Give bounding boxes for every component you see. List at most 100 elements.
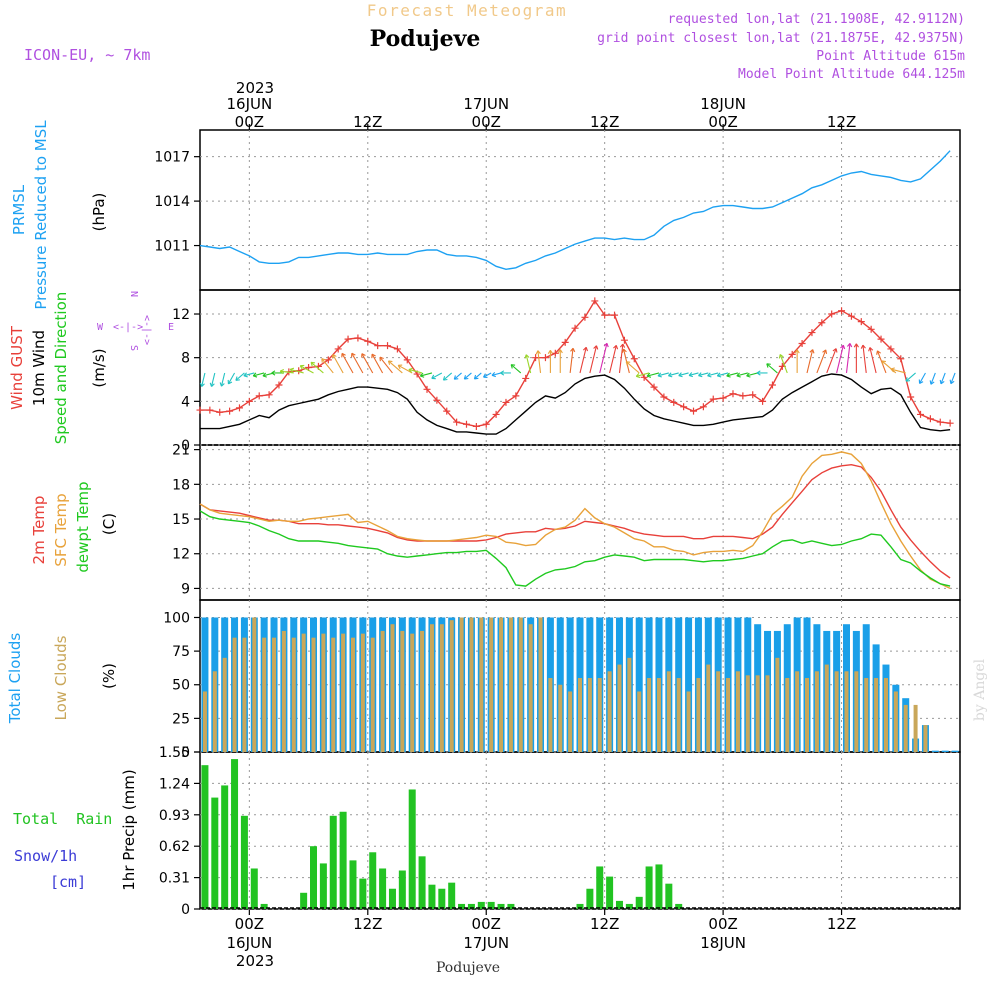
- low-cloud-bar: [321, 633, 326, 752]
- rain-bar: [359, 878, 367, 909]
- rain-bar: [596, 866, 604, 909]
- low-cloud-bar: [449, 620, 454, 752]
- wind-arrow-head: [557, 349, 563, 354]
- low-cloud-bar: [706, 664, 711, 752]
- rain-bar: [606, 876, 614, 909]
- wind-arrow: [388, 360, 403, 374]
- gust-marker: [275, 381, 283, 389]
- wind-arrow-head: [500, 370, 505, 376]
- gust-marker: [255, 392, 263, 400]
- wind-arrow-head: [387, 360, 393, 365]
- low-cloud-bar: [331, 637, 336, 752]
- wind-arrow: [688, 372, 699, 376]
- low-cloud-bar: [360, 633, 365, 752]
- snow-label: Snow/1h: [14, 847, 77, 865]
- wind-arrow: [657, 372, 669, 377]
- wind-arrow: [525, 354, 532, 374]
- gust-marker: [857, 318, 865, 326]
- rain-bar: [438, 888, 446, 909]
- wind-arrow-head: [876, 350, 881, 355]
- low-cloud-bar: [281, 630, 286, 752]
- wind-arrow: [636, 372, 650, 377]
- precip-y-tick-label: 1.24: [159, 776, 190, 792]
- wind-gust-label: Wind GUST: [8, 325, 26, 410]
- low-cloud-bar: [795, 671, 800, 752]
- gust-marker: [393, 345, 401, 353]
- gust-marker: [719, 394, 727, 402]
- wind-arrow-head: [939, 379, 945, 385]
- pressure-y-tick-label: 1014: [154, 194, 190, 210]
- bottom-hour-label: 12Z: [827, 915, 856, 933]
- rain-bar: [675, 903, 683, 909]
- rain-bar: [300, 892, 308, 909]
- low-cloud-bar: [538, 617, 543, 752]
- clouds-y-tick-label: 100: [163, 610, 190, 626]
- rain-bar: [655, 864, 663, 909]
- rain-bar: [418, 856, 426, 909]
- wind-arrow-head: [431, 374, 436, 380]
- low-cloud-bar: [637, 691, 642, 752]
- rain-bar: [665, 883, 673, 909]
- wind-arrow: [609, 345, 617, 374]
- top-hour-label: 12Z: [827, 113, 856, 131]
- wind-arrow: [408, 368, 423, 374]
- low-cloud-bar: [765, 675, 770, 752]
- wind-arrow-head: [593, 345, 599, 350]
- low-cloud-bar: [548, 678, 553, 752]
- bottom-hour-label: 00Z: [472, 915, 501, 933]
- low-cloud-bar: [370, 637, 375, 752]
- gust-marker: [482, 420, 490, 428]
- gust-marker: [847, 312, 855, 320]
- low-cloud-bar: [666, 671, 671, 752]
- gust-marker: [324, 356, 332, 364]
- grid-point-coords: grid point closest lon,lat (21.1875E, 42…: [597, 31, 965, 46]
- gust-marker: [453, 418, 461, 426]
- bottom-hour-label: 00Z: [235, 915, 264, 933]
- low-cloud-bar: [489, 617, 494, 752]
- low-cloud-bar: [350, 637, 355, 752]
- gust-marker: [818, 319, 826, 327]
- wind-arrow-head: [271, 370, 276, 376]
- bottom-hour-label: 12Z: [590, 915, 619, 933]
- wind-arrow-head: [321, 358, 326, 363]
- rain-bar: [497, 903, 505, 909]
- wind-arrow: [806, 349, 814, 374]
- wind-arrow: [537, 350, 542, 374]
- watermark: by Angel: [972, 658, 988, 721]
- wind-arrow: [341, 353, 354, 374]
- rain-bar: [250, 868, 258, 909]
- low-cloud-bar: [222, 657, 227, 752]
- gust-marker: [640, 373, 648, 381]
- gust-marker: [630, 355, 638, 363]
- bottom-year: 2023: [236, 952, 274, 970]
- sfc-temp-line: [199, 451, 951, 590]
- gust-marker: [867, 325, 875, 333]
- low-cloud-bar: [400, 630, 405, 752]
- rain-bar: [379, 868, 387, 909]
- precip-y-tick-label: 0.62: [159, 839, 190, 855]
- low-cloud-bar: [597, 678, 602, 752]
- rain-bar: [477, 901, 485, 909]
- low-cloud-bar: [696, 678, 701, 752]
- pressure-line: [199, 150, 951, 271]
- gust-marker: [729, 390, 737, 398]
- rain-bar: [586, 888, 594, 909]
- low-cloud-bar: [755, 675, 760, 752]
- wind-arrow-head: [881, 360, 886, 365]
- total-cloud-bar: [951, 750, 959, 752]
- wind-y-tick-label: 12: [172, 307, 190, 323]
- total-cloud-bar: [941, 750, 949, 752]
- gust-marker: [541, 354, 549, 362]
- wind-arrow: [816, 349, 827, 374]
- wind-arrow-head: [860, 344, 866, 349]
- low-cloud-bar: [617, 664, 622, 752]
- wind-arrow-head: [822, 349, 828, 354]
- temp-y-tick-label: 21: [172, 443, 190, 459]
- rain-bar: [221, 785, 229, 909]
- wind-arrow: [579, 347, 587, 374]
- wind-arrow: [698, 372, 709, 377]
- top-hour-label: 12Z: [353, 113, 382, 131]
- wind-arrow-head: [289, 367, 295, 373]
- low-cloud-bar: [508, 617, 513, 752]
